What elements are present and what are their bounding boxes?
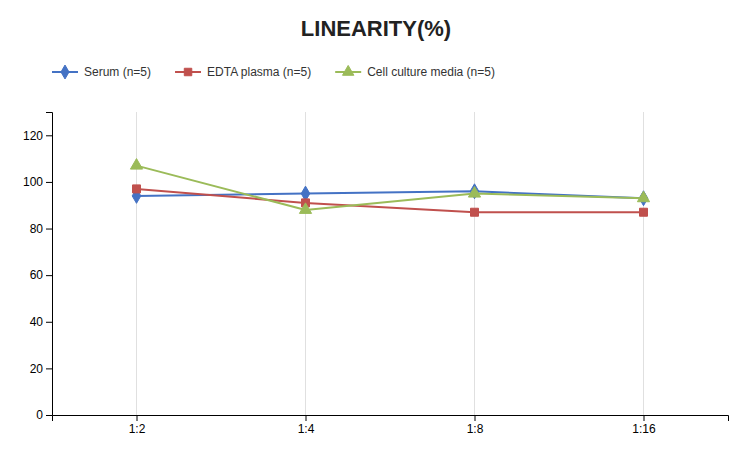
x-tick: 1:16 xyxy=(632,415,656,436)
chart: LINEARITY(%) 1:2 1:4 1:8 1:16 0 20 40 60 80 100 120… xyxy=(0,0,752,451)
y-tick-mark xyxy=(46,135,52,136)
point xyxy=(133,185,141,193)
y-tick-mark xyxy=(46,415,52,416)
point xyxy=(640,208,648,216)
point xyxy=(471,208,479,216)
y-tick-mark xyxy=(46,275,52,276)
y-axis: 0 20 40 60 80 100 120 xyxy=(23,113,53,423)
y-axis-line xyxy=(46,113,53,416)
x-tick: 1:2 xyxy=(129,415,146,436)
y-tick: 0 xyxy=(36,408,52,422)
x-tick-mark xyxy=(475,415,476,421)
x-axis-line xyxy=(53,416,729,422)
grid xyxy=(137,112,644,415)
y-tick-mark xyxy=(46,322,52,323)
x-tick-label: 1:4 xyxy=(298,422,315,436)
grid-line xyxy=(305,112,306,415)
point xyxy=(637,191,649,202)
point xyxy=(468,187,480,198)
legend-symbol xyxy=(343,65,354,75)
x-tick-label: 1:16 xyxy=(632,422,656,436)
legend-label: EDTA plasma (n=5) xyxy=(207,65,311,79)
y-tick: 20 xyxy=(30,362,52,376)
x-tick-mark xyxy=(644,415,645,421)
y-tick-mark xyxy=(46,368,52,369)
legend-symbol xyxy=(184,68,191,75)
legend: Serum (n=5) EDTA plasma (n=5) Cell culture… xyxy=(52,65,495,79)
legend-item: EDTA plasma (n=5) xyxy=(175,65,311,79)
grid-line xyxy=(474,112,475,415)
legend-label: Cell culture media (n=5) xyxy=(367,65,495,79)
y-tick-label: 100 xyxy=(23,175,43,189)
y-tick-mark xyxy=(46,229,52,230)
y-tick: 100 xyxy=(23,175,52,189)
y-tick-label: 80 xyxy=(30,222,44,236)
x-tick-mark xyxy=(306,415,307,421)
y-tick-label: 40 xyxy=(30,315,44,329)
legend-label: Serum (n=5) xyxy=(84,65,151,79)
x-tick-mark xyxy=(137,415,138,421)
x-tick-label: 1:2 xyxy=(129,422,146,436)
y-tick-label: 60 xyxy=(30,268,44,282)
legend-item: Cell culture media (n=5) xyxy=(335,65,495,79)
marks xyxy=(130,159,649,217)
grid-line xyxy=(643,112,644,415)
y-tick-label: 120 xyxy=(23,129,43,143)
x-tick-label: 1:8 xyxy=(467,422,484,436)
point xyxy=(299,203,311,214)
title: LINEARITY(%) xyxy=(301,16,451,41)
line xyxy=(137,166,644,210)
series xyxy=(133,185,648,216)
plot: 1:2 1:4 1:8 1:16 0 20 40 60 80 100 120 xyxy=(23,112,729,436)
point xyxy=(130,159,142,170)
y-tick: 120 xyxy=(23,129,52,143)
y-tick: 40 xyxy=(30,315,52,329)
legend-item: Serum (n=5) xyxy=(52,65,151,79)
y-tick: 60 xyxy=(30,268,52,282)
y-tick-mark xyxy=(46,182,52,183)
x-axis: 1:2 1:4 1:8 1:16 xyxy=(53,415,729,436)
y-tick: 80 xyxy=(30,222,52,236)
grid-line xyxy=(136,112,137,415)
y-tick-label: 0 xyxy=(36,408,43,422)
line xyxy=(137,189,644,212)
series xyxy=(130,159,649,214)
x-tick: 1:4 xyxy=(298,415,315,436)
y-tick-label: 20 xyxy=(30,362,44,376)
legend-symbol xyxy=(61,65,69,79)
x-tick: 1:8 xyxy=(467,415,484,436)
